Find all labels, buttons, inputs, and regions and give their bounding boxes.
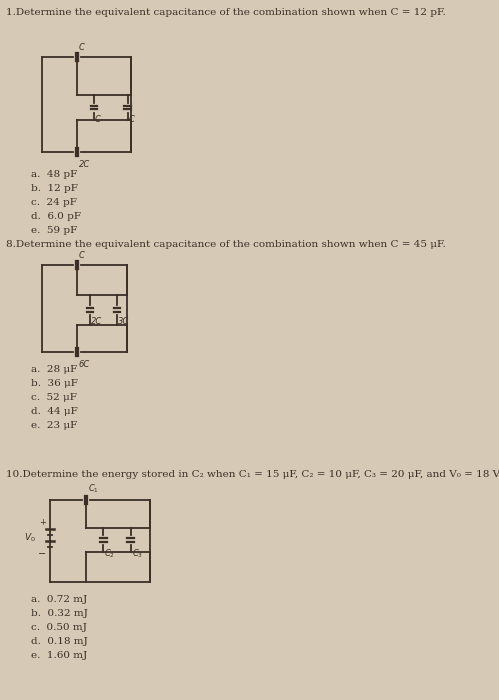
Text: a.  48 pF: a. 48 pF — [31, 170, 77, 179]
Text: $C_3$: $C_3$ — [132, 547, 143, 559]
Text: 2C: 2C — [91, 317, 102, 326]
Text: $C_2$: $C_2$ — [104, 547, 115, 559]
Text: d.  44 μF: d. 44 μF — [31, 407, 77, 416]
Text: C: C — [129, 115, 134, 123]
Text: a.  28 μF: a. 28 μF — [31, 365, 77, 374]
Text: a.  0.72 mJ: a. 0.72 mJ — [31, 595, 87, 604]
Text: C: C — [95, 115, 100, 123]
Text: d.  6.0 pF: d. 6.0 pF — [31, 212, 81, 221]
Text: −: − — [38, 549, 46, 559]
Text: 10.Determine the energy stored in C₂ when C₁ = 15 μF, C₂ = 10 μF, C₃ = 20 μF, an: 10.Determine the energy stored in C₂ whe… — [6, 470, 499, 479]
Text: +: + — [39, 518, 46, 527]
Text: 8.Determine the equivalent capacitance of the combination shown when C = 45 μF.: 8.Determine the equivalent capacitance o… — [6, 240, 446, 249]
Text: C: C — [78, 251, 84, 260]
Text: 6C: 6C — [78, 360, 90, 369]
Text: $C_1$: $C_1$ — [88, 482, 99, 495]
Text: c.  24 pF: c. 24 pF — [31, 198, 77, 207]
Text: 3C: 3C — [118, 317, 129, 326]
Text: C: C — [78, 43, 84, 52]
Text: c.  52 μF: c. 52 μF — [31, 393, 77, 402]
Text: d.  0.18 mJ: d. 0.18 mJ — [31, 637, 87, 646]
Text: e.  23 μF: e. 23 μF — [31, 421, 77, 430]
Text: c.  0.50 mJ: c. 0.50 mJ — [31, 623, 87, 632]
Text: b.  0.32 mJ: b. 0.32 mJ — [31, 609, 88, 618]
Text: b.  12 pF: b. 12 pF — [31, 184, 78, 193]
Text: 1.Determine the equivalent capacitance of the combination shown when C = 12 pF.: 1.Determine the equivalent capacitance o… — [6, 8, 446, 17]
Text: 2C: 2C — [78, 160, 90, 169]
Text: e.  1.60 mJ: e. 1.60 mJ — [31, 651, 87, 660]
Text: b.  36 μF: b. 36 μF — [31, 379, 78, 388]
Text: e.  59 pF: e. 59 pF — [31, 226, 77, 235]
Text: $V_0$: $V_0$ — [24, 532, 36, 545]
